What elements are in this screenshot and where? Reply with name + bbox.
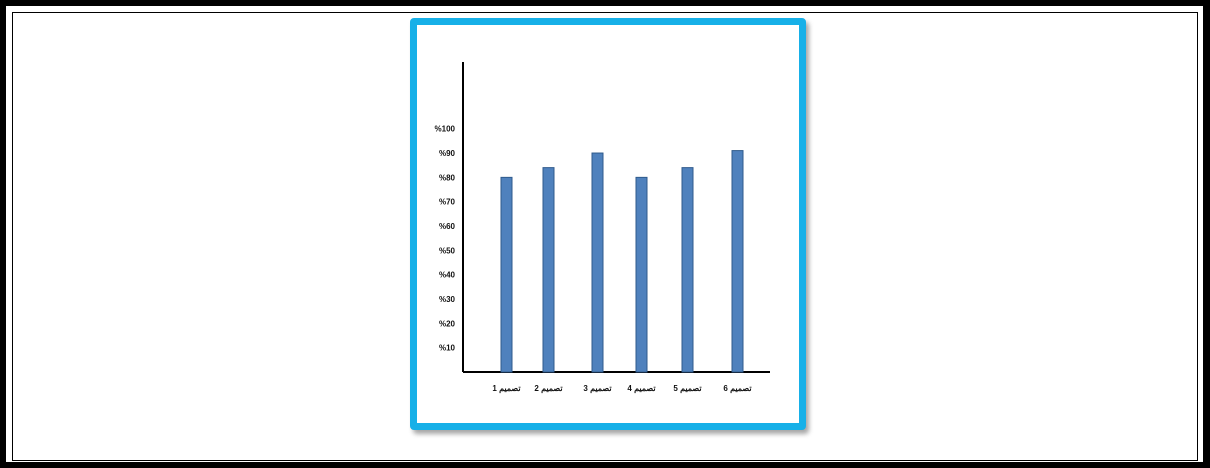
bars [500,150,744,373]
x-category-label: تصميم 6 [723,384,752,394]
y-tick-label: %90 [439,149,456,158]
bar-4 [635,176,648,373]
x-category-labels: تصميم 1 تصميم 2 تصميم 3 تصميم 4 تصميم 5 تصميم… [492,384,752,394]
bar-2 [542,167,555,373]
bar-6 [731,150,744,373]
y-tick-label: %70 [439,198,456,207]
y-tick-label: %60 [439,222,456,231]
y-tick-label: %20 [439,319,456,328]
y-tick-label: %100 [435,125,456,134]
y-tick-label: %10 [439,344,456,353]
x-category-label: تصميم 1 [492,384,521,394]
y-tick-label: %80 [439,173,456,182]
y-tick-label: %40 [439,271,456,280]
y-tick-labels: %10 %20 %30 %40 %50 %60 %70 %80 %90 %100 [435,125,456,353]
bar-1 [500,176,513,373]
x-category-label: تصميم 5 [673,384,702,394]
x-category-label: تصميم 2 [534,384,563,394]
y-tick-label: %50 [439,246,456,255]
y-tick-label: %30 [439,295,456,304]
bar-5 [681,167,694,373]
inner-border [12,12,1198,461]
bar-3 [591,152,604,373]
x-category-label: تصميم 3 [583,384,612,394]
x-category-label: تصميم 4 [627,384,656,394]
